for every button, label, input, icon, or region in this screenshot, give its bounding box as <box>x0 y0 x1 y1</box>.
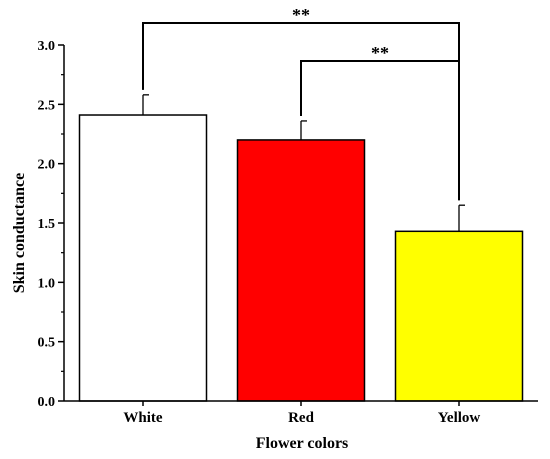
bar-white <box>78 114 208 402</box>
y-tick-label-2.0: 2.0 <box>38 158 56 173</box>
bar-red <box>236 139 366 402</box>
significance-label-white-yellow: ** <box>292 5 310 25</box>
y-tick-label-1.0: 1.0 <box>38 276 56 291</box>
bars-group <box>78 114 524 402</box>
significance-label-red-yellow: ** <box>371 43 389 63</box>
error-bars-group <box>142 94 465 232</box>
x-tick-label-red: Red <box>288 410 314 426</box>
y-tick-label-2.5: 2.5 <box>38 98 56 113</box>
significance-bracket-red-yellow <box>300 60 460 201</box>
y-tick-label-0.5: 0.5 <box>38 336 56 351</box>
x-tick-label-white: White <box>123 410 163 426</box>
significance-group: ** ** <box>142 5 460 201</box>
bar-yellow <box>394 230 524 402</box>
y-tick-label-1.5: 1.5 <box>38 217 56 232</box>
x-axis-title: Flower colors <box>256 435 349 452</box>
axes-group: 0.0 0.5 1.0 1.5 2.0 2.5 3.0 White Red Yellow <box>38 39 538 426</box>
y-axis-title: Skin conductance <box>11 173 28 293</box>
y-tick-label-0.0: 0.0 <box>38 395 56 410</box>
x-tick-label-yellow: Yellow <box>438 410 481 426</box>
y-tick-label-3.0: 3.0 <box>38 39 56 54</box>
